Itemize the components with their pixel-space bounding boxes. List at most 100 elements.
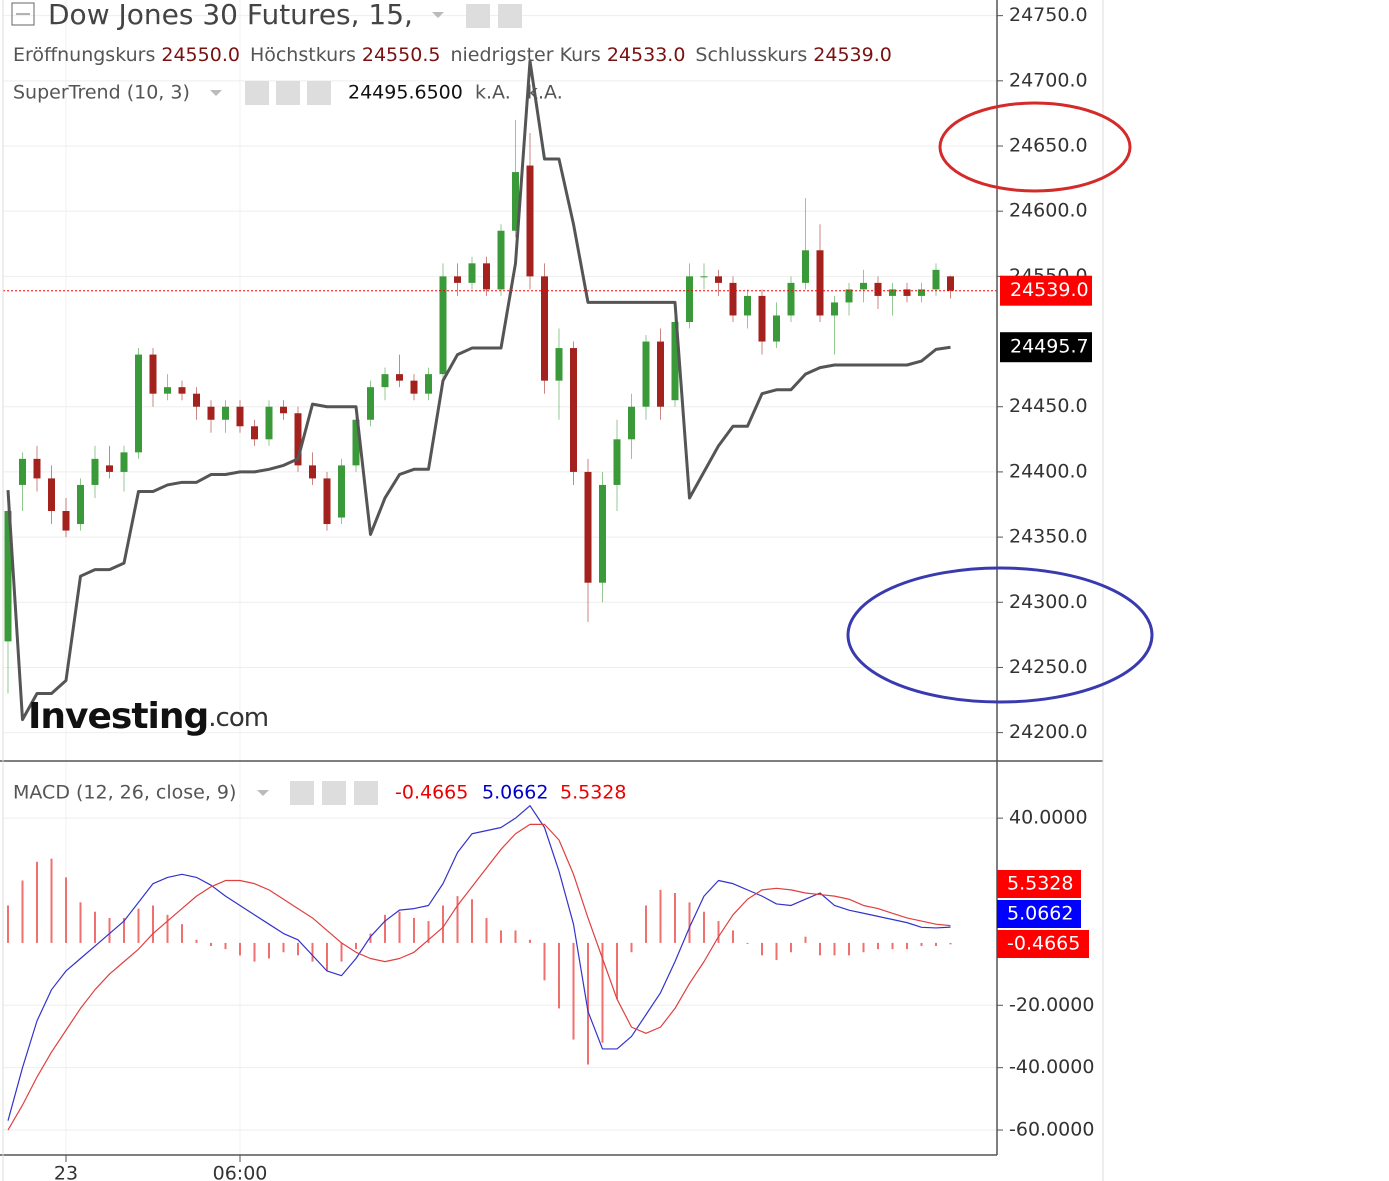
candle-body [294, 413, 302, 466]
histogram-bar [297, 942, 299, 956]
price-badge [1000, 275, 1092, 306]
candle-body [19, 458, 26, 485]
histogram-bar [688, 902, 691, 943]
y-tick-label: 24750.0 [1009, 4, 1088, 26]
histogram-bar [195, 939, 198, 943]
candle-body [570, 348, 577, 472]
settings-icon[interactable] [322, 781, 346, 805]
macd-badge [997, 900, 1081, 928]
macd-badge-label: 5.5328 [1007, 873, 1073, 895]
macd-badge-label: 5.0662 [1007, 903, 1073, 925]
candle-body [33, 458, 41, 479]
y-tick-label: 24650.0 [1009, 135, 1088, 157]
histogram-bar [529, 939, 531, 943]
candle-body [164, 387, 171, 394]
y-tick-label: -20.0000 [1009, 994, 1094, 1016]
histogram-bar [166, 914, 169, 943]
histogram-bar [384, 914, 386, 943]
candle-body [758, 295, 766, 342]
candle-body [700, 276, 708, 278]
ohlc-line: Eröffnungskurs 24550.0 Höchstkurs 24550.5 ni… [13, 44, 892, 66]
histogram-bar [79, 902, 82, 943]
annotation-ellipse [846, 566, 1154, 704]
histogram-bar [340, 942, 343, 962]
settings-icon[interactable] [276, 81, 300, 105]
candle-body [251, 426, 258, 440]
histogram-bar [790, 942, 792, 953]
collapse-icon[interactable] [11, 2, 35, 26]
eye-icon[interactable] [245, 81, 269, 105]
dropdown-caret[interactable] [210, 90, 222, 96]
histogram-bar [848, 942, 850, 956]
histogram-bar [355, 942, 357, 950]
histogram-bar [253, 942, 256, 962]
histogram-bar [935, 942, 937, 947]
candle-body [802, 250, 809, 283]
candle-body [77, 484, 84, 525]
y-tick-label: 24450.0 [1009, 395, 1088, 417]
candle-body [338, 465, 345, 518]
histogram-bar [369, 933, 372, 943]
indicator-extra: k.A. [475, 82, 511, 104]
eye-icon[interactable] [290, 781, 314, 805]
candle-body [512, 172, 519, 231]
histogram-bar [181, 924, 183, 943]
histogram-bar [413, 917, 415, 943]
ohlc-value: 24550.5 [362, 44, 441, 66]
candle-body [207, 406, 215, 420]
y-tick-label: 24250.0 [1009, 656, 1088, 678]
candle-body [48, 478, 55, 512]
histogram-bar [862, 942, 865, 953]
y-tick-label: -40.0000 [1009, 1056, 1094, 1078]
candle-body [860, 282, 867, 290]
histogram-bar [282, 942, 285, 953]
histogram-bar [7, 905, 9, 943]
candle-body [425, 374, 432, 394]
y-tick-label: 24700.0 [1009, 69, 1088, 91]
histogram-bar [732, 930, 734, 943]
histogram-bar [558, 942, 560, 1009]
candle-body [468, 263, 476, 283]
annotation-ellipse [938, 101, 1132, 193]
candle-body [193, 393, 200, 407]
candle-body [309, 465, 316, 479]
histogram-bar [65, 877, 67, 943]
histogram-bar [427, 921, 430, 943]
y-tick-label: 24200.0 [1009, 721, 1088, 743]
candle-body [149, 354, 157, 394]
y-tick-label: 40.0000 [1009, 807, 1088, 829]
dropdown-caret[interactable] [432, 12, 444, 18]
badges: 24539.0 24495.7 5.5328 5.0662 -0.4665 [997, 275, 1092, 958]
y-tick-label: 24400.0 [1009, 460, 1088, 482]
histogram-bar [949, 942, 952, 945]
candle-body [135, 354, 142, 453]
price-badge-label: 24539.0 [1010, 279, 1089, 301]
histogram-bar [152, 905, 154, 943]
marks [3, 59, 997, 1131]
histogram-bar [268, 942, 270, 959]
histogram-bar [398, 911, 401, 943]
close-icon[interactable] [354, 781, 378, 805]
candle-body [526, 165, 534, 277]
candle-body [381, 374, 389, 388]
logo-brand: Investing [28, 696, 208, 737]
series-line [6, 59, 951, 722]
candle-body [106, 465, 113, 472]
candle-body [178, 387, 186, 394]
histogram-bar [36, 861, 38, 943]
histogram-bar [471, 899, 473, 943]
ohlc-label: Eröffnungskurs [13, 44, 155, 66]
histogram-bar [804, 936, 807, 943]
histogram-bar [761, 942, 763, 956]
indicator-extra: k.A. [527, 82, 563, 104]
ohlc-value: 24533.0 [607, 44, 686, 66]
histogram-bar [572, 942, 575, 1040]
candle-body [874, 282, 882, 296]
settings-icon[interactable] [498, 4, 522, 28]
histogram-bar [819, 942, 821, 956]
dropdown-caret[interactable] [257, 790, 269, 796]
eye-icon[interactable] [466, 4, 490, 28]
macd-legend-value: 5.0662 [482, 782, 548, 804]
histogram-bar [137, 908, 140, 943]
close-icon[interactable] [307, 81, 331, 105]
